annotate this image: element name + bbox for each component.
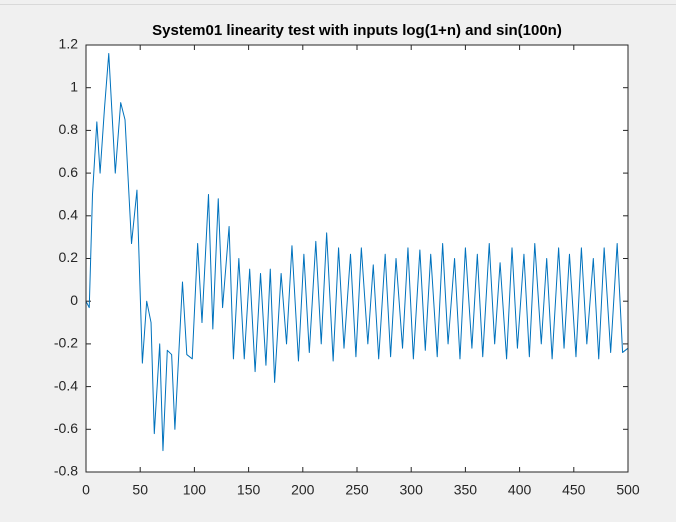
y-tick-label: -0.8	[54, 463, 78, 479]
x-tick-label: 100	[183, 482, 207, 498]
y-tick-label: 1	[70, 78, 78, 94]
x-tick-label: 50	[132, 482, 148, 498]
y-tick-label: 0	[70, 292, 78, 308]
x-tick-label: 350	[454, 482, 478, 498]
x-tick-label: 300	[400, 482, 424, 498]
y-tick-label: -0.4	[54, 377, 78, 393]
x-tick-label: 500	[616, 482, 640, 498]
y-tick-label: 0.8	[59, 121, 79, 137]
x-tick-label: 150	[237, 482, 261, 498]
chart-title: System01 linearity test with inputs log(…	[152, 22, 562, 39]
y-tick-label: -0.2	[54, 335, 78, 351]
y-tick-label: 1.2	[59, 36, 79, 52]
axes-box	[85, 44, 629, 473]
data-line	[85, 53, 629, 452]
x-tick-label: 200	[291, 482, 315, 498]
x-tick-label: 250	[345, 482, 369, 498]
x-tick-label: 400	[508, 482, 532, 498]
y-tick-label: 0.6	[59, 164, 79, 180]
y-tick-label: 0.4	[59, 207, 79, 223]
x-tick-label: 450	[562, 482, 586, 498]
y-tick-label: -0.6	[54, 420, 78, 436]
y-tick-label: 0.2	[59, 249, 79, 265]
x-tick-label: 0	[82, 482, 90, 498]
